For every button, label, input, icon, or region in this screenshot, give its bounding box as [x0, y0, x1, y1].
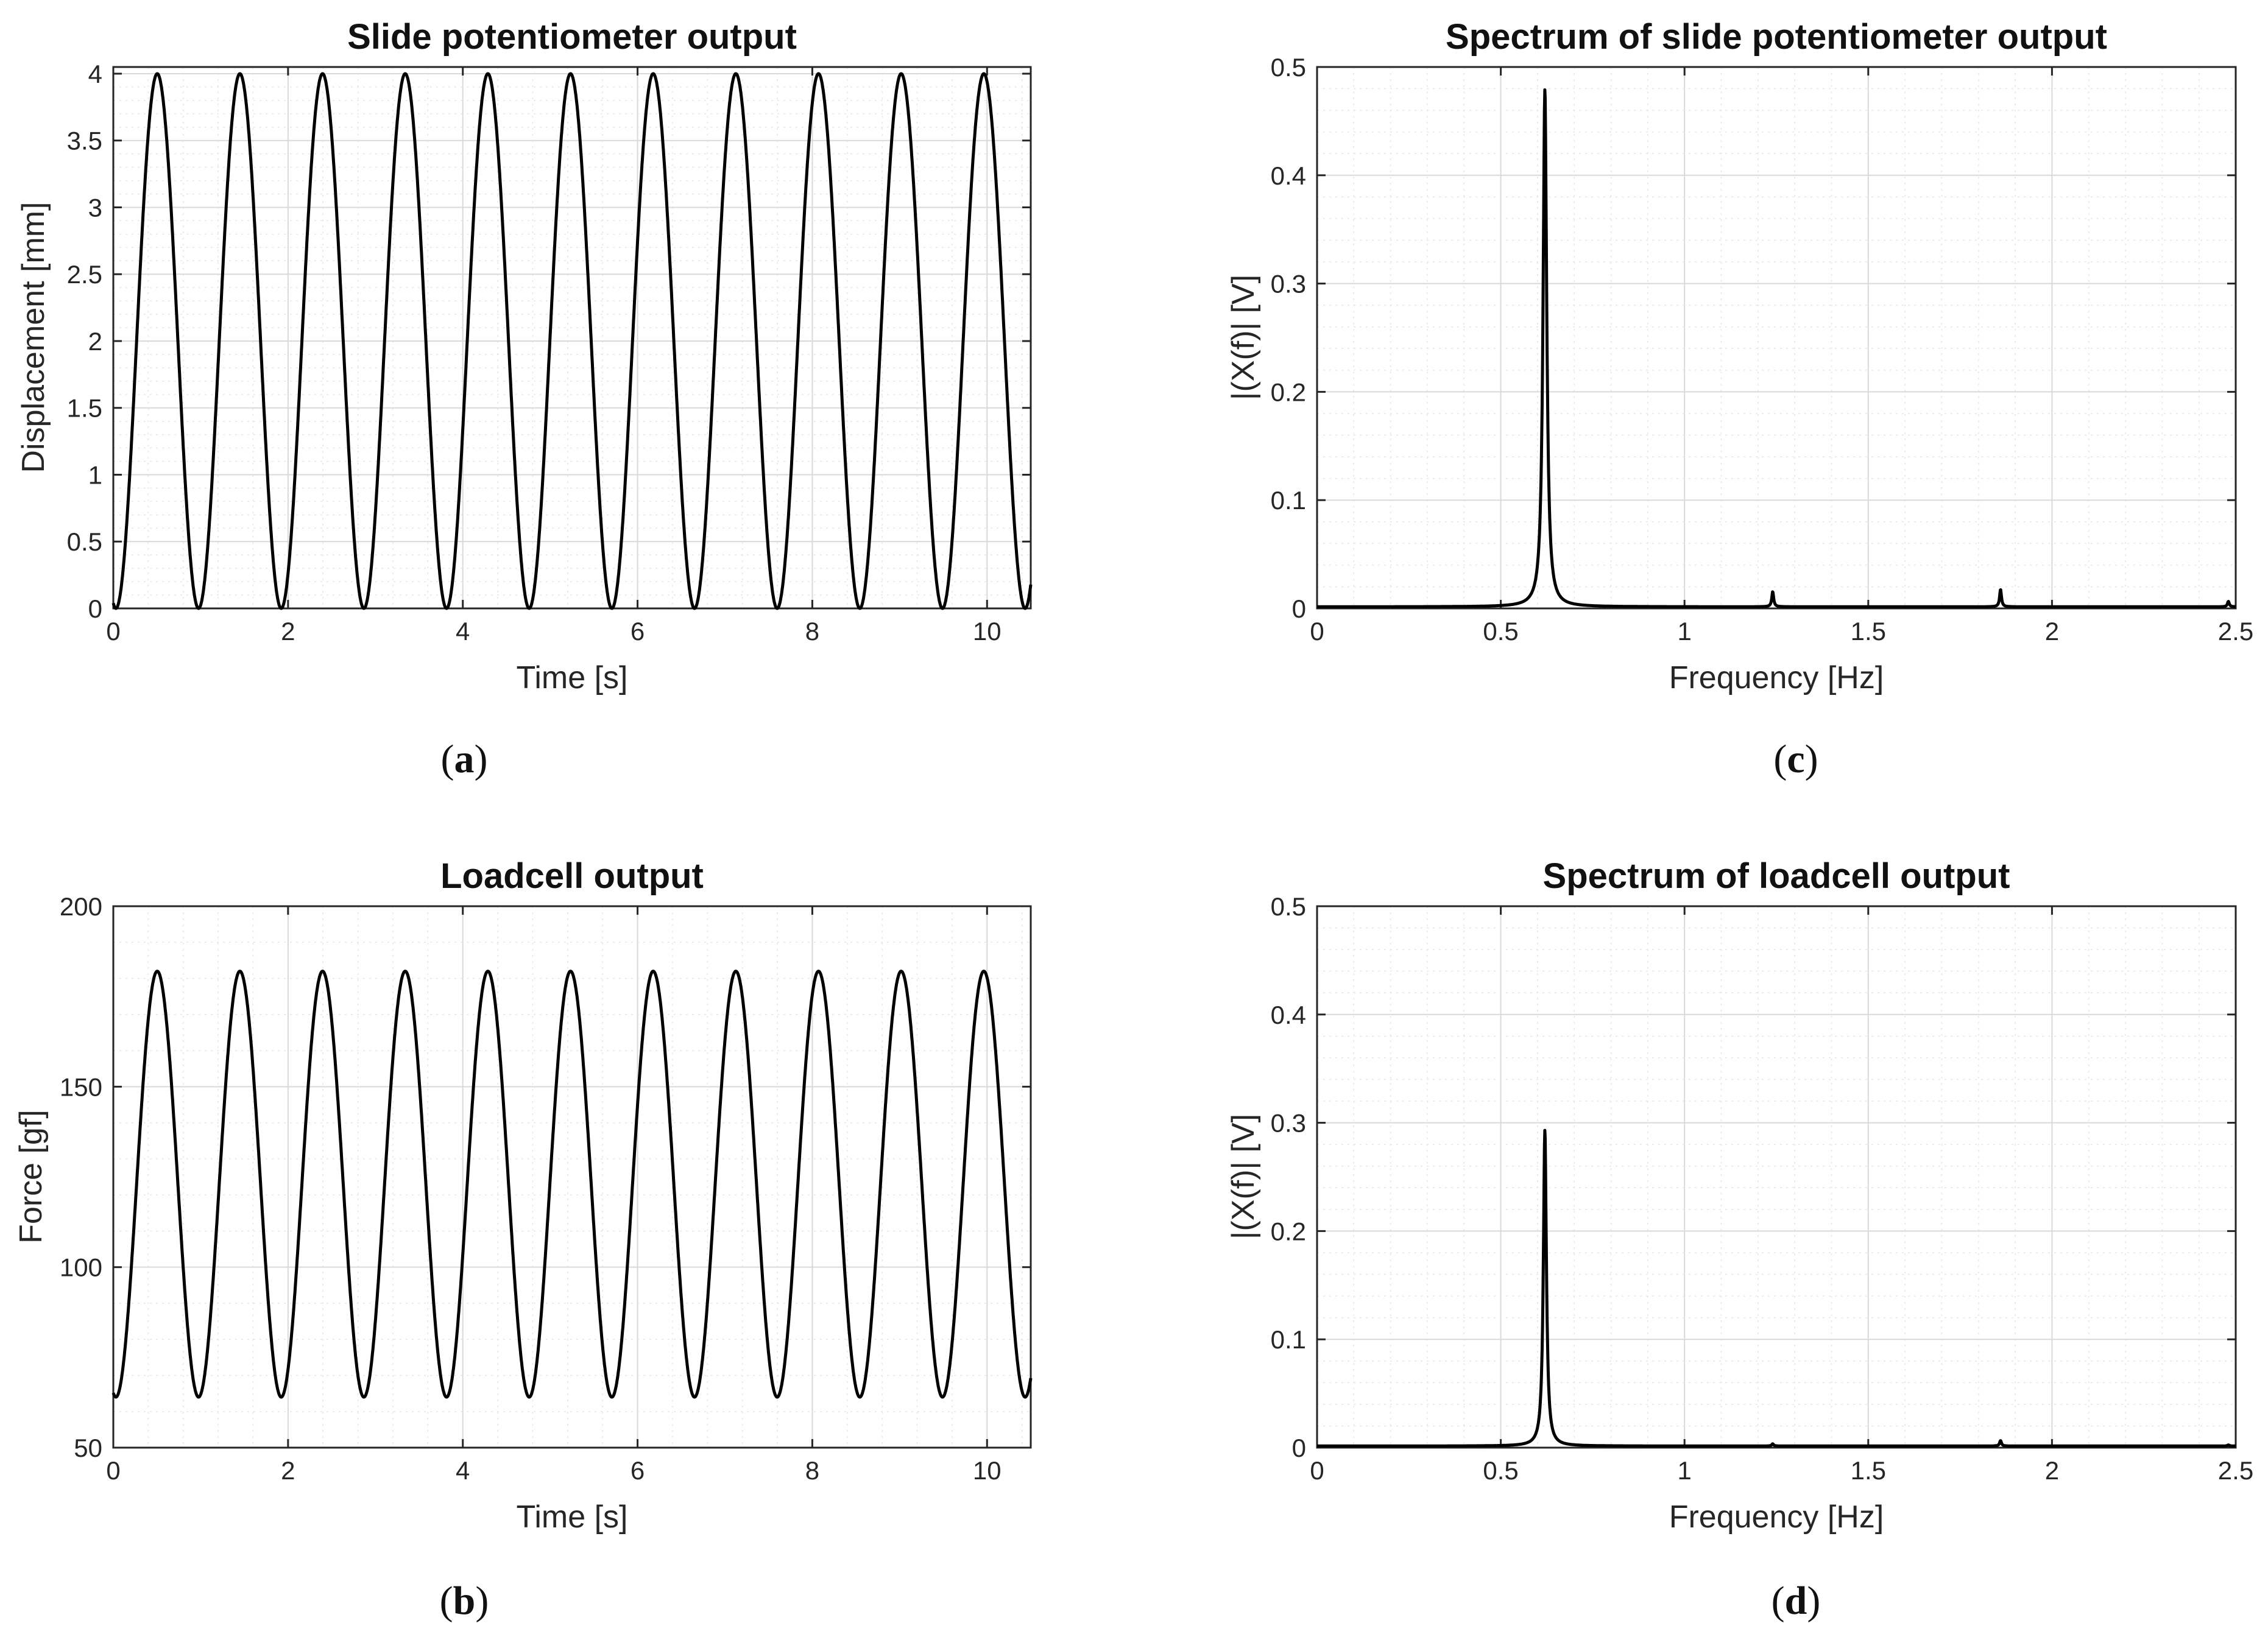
y-tick-label: 3.5 [67, 127, 102, 155]
chart-title: Loadcell output [440, 856, 704, 896]
series-line [1316, 1129, 2237, 1448]
x-tick-label: 2.5 [2218, 1456, 2253, 1485]
axis-ticks: 0 0.5 1 1.5 2 2.5 0 0.1 0.2 0.3 0.4 0.5 [1271, 892, 2254, 1485]
y-tick-label: 200 [60, 892, 102, 921]
y-tick-label: 0 [1292, 1434, 1306, 1462]
y-axis-label: |(X(f)| [V] [1226, 275, 1261, 400]
x-tick-label: 0 [106, 1456, 120, 1485]
x-tick-label: 6 [631, 1456, 645, 1485]
x-tick-label: 4 [456, 617, 470, 646]
y-axis-label: |(X(f)| [V] [1226, 1114, 1261, 1239]
y-tick-label: 0.2 [1271, 378, 1306, 406]
x-tick-label: 1.5 [1851, 1456, 1886, 1485]
panel-b: 0 2 4 6 8 10 50 100 150 200 Loadcell output Time … [13, 856, 1033, 1623]
y-tick-label: 2.5 [67, 260, 102, 289]
y-tick-label: 0.4 [1271, 1001, 1306, 1029]
x-axis-label: Time [s] [517, 660, 628, 695]
panel-label-d: (d) [1772, 1579, 1821, 1623]
panel-c: 0 0.5 1 1.5 2 2.5 0 0.1 0.2 0.3 0.4 0.5 Spectrum of… [1226, 17, 2253, 781]
y-tick-label: 0.5 [1271, 892, 1306, 921]
x-tick-label: 0.5 [1483, 1456, 1518, 1485]
y-tick-label: 2 [88, 327, 102, 356]
chart-title: Spectrum of slide potentiometer output [1446, 17, 2107, 57]
plot-frame [112, 66, 1032, 610]
y-axis-label: Force [gf] [13, 1110, 49, 1244]
y-tick-label: 150 [60, 1072, 102, 1101]
x-axis-label: Frequency [Hz] [1669, 1499, 1884, 1535]
y-tick-label: 50 [74, 1434, 102, 1462]
series-line [111, 970, 1033, 1399]
y-tick-label: 0 [88, 594, 102, 623]
y-tick-label: 0.5 [67, 527, 102, 556]
x-tick-label: 10 [973, 1456, 1002, 1485]
panel-d: 0 0.5 1 1.5 2 2.5 0 0.1 0.2 0.3 0.4 0.5 Spectrum of… [1226, 856, 2253, 1623]
y-tick-label: 100 [60, 1253, 102, 1282]
x-tick-label: 6 [631, 617, 645, 646]
axis-ticks: 0 2 4 6 8 10 50 100 150 200 [60, 892, 1031, 1485]
y-tick-label: 0 [1292, 594, 1306, 623]
y-tick-label: 0.4 [1271, 161, 1306, 190]
axis-ticks: 0 0.5 1 1.5 2 2.5 0 0.1 0.2 0.3 0.4 0.5 [1271, 53, 2254, 646]
x-tick-label: 1.5 [1851, 617, 1886, 646]
x-axis-label: Frequency [Hz] [1669, 660, 1884, 695]
x-tick-label: 1 [1678, 617, 1692, 646]
series-line [111, 72, 1033, 610]
grid-lines [1316, 906, 2236, 1448]
y-tick-label: 3 [88, 193, 102, 222]
panel-label-c: (c) [1773, 737, 1818, 781]
x-tick-label: 0 [1310, 617, 1324, 646]
x-tick-label: 8 [805, 1456, 819, 1485]
x-tick-label: 2 [281, 617, 295, 646]
plot-frame [1316, 905, 2237, 1449]
plot-frame [1316, 66, 2237, 610]
x-tick-label: 2.5 [2218, 617, 2253, 646]
x-tick-label: 4 [456, 1456, 470, 1485]
x-tick-label: 0.5 [1483, 617, 1518, 646]
x-axis-label: Time [s] [517, 1499, 628, 1535]
x-tick-label: 10 [973, 617, 1002, 646]
y-tick-label: 0.1 [1271, 486, 1306, 515]
y-tick-label: 1.5 [67, 394, 102, 423]
y-tick-label: 0.1 [1271, 1325, 1306, 1354]
y-axis-label: Displacement [mm] [16, 202, 51, 473]
x-tick-label: 2 [2045, 617, 2059, 646]
series-line [1316, 88, 2237, 608]
x-tick-label: 0 [106, 617, 120, 646]
panel-label-a: (a) [441, 737, 488, 781]
chart-title: Spectrum of loadcell output [1543, 856, 2010, 896]
panel-label-b: (b) [440, 1579, 489, 1623]
x-tick-label: 2 [281, 1456, 295, 1485]
x-tick-label: 8 [805, 617, 819, 646]
y-tick-label: 0.2 [1271, 1217, 1306, 1245]
y-tick-label: 1 [88, 460, 102, 489]
y-tick-label: 0.3 [1271, 270, 1306, 298]
y-tick-label: 4 [88, 60, 102, 88]
x-tick-label: 1 [1678, 1456, 1692, 1485]
plot-frame [112, 905, 1032, 1449]
panel-a: 0 2 4 6 8 10 0 0.5 1 1.5 2 2.5 3 3.5 4 Slide potentiom… [16, 17, 1033, 781]
y-tick-label: 0.5 [1271, 53, 1306, 82]
x-tick-label: 0 [1310, 1456, 1324, 1485]
x-tick-label: 2 [2045, 1456, 2059, 1485]
axis-ticks: 0 2 4 6 8 10 0 0.5 1 1.5 2 2.5 3 3.5 4 [67, 60, 1031, 646]
chart-title: Slide potentiometer output [347, 17, 797, 57]
y-tick-label: 0.3 [1271, 1109, 1306, 1138]
